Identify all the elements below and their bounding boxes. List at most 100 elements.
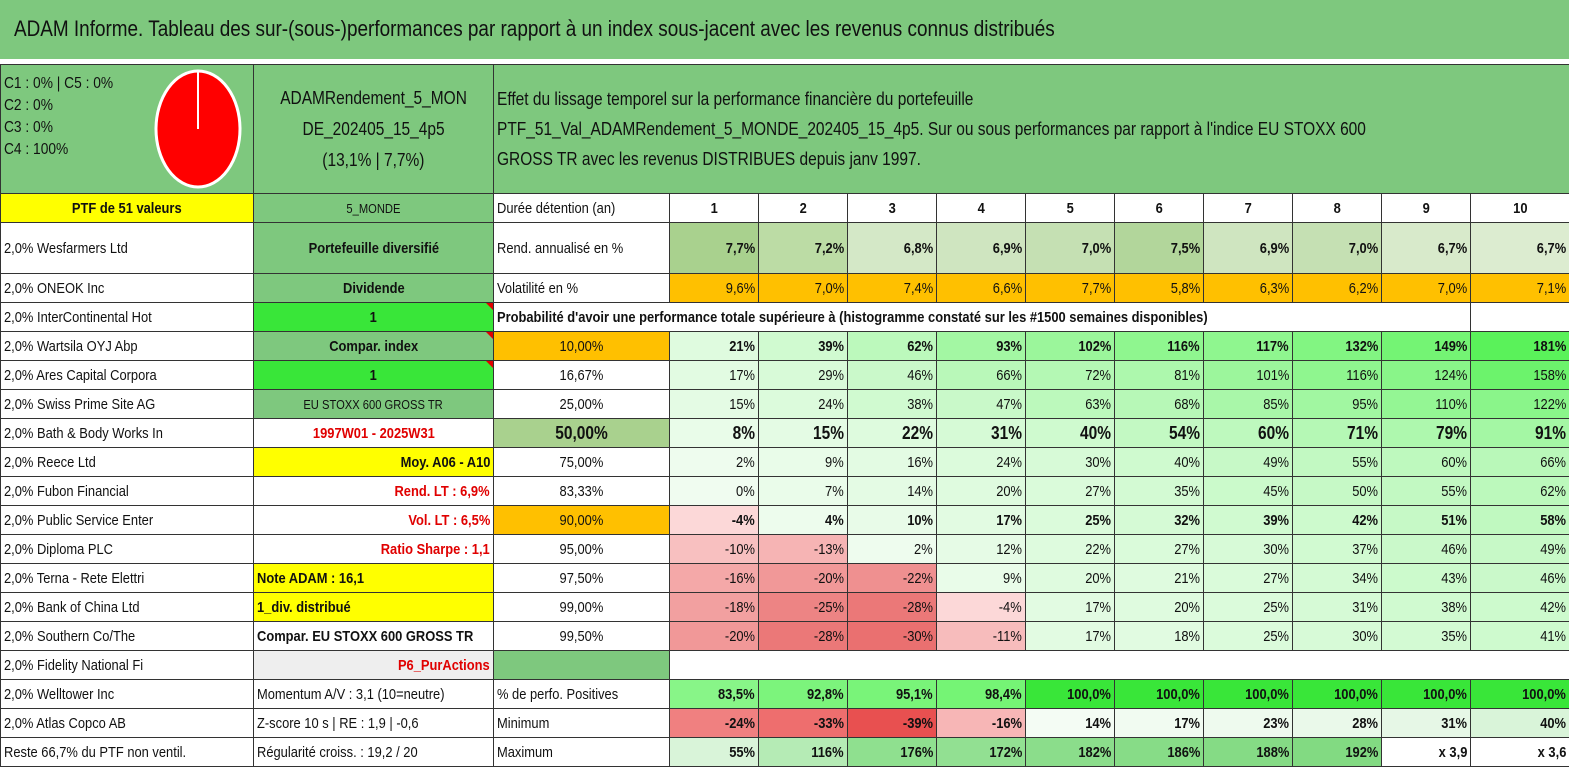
quantile-value-text: 17% bbox=[1085, 598, 1111, 616]
return-value-text: 7,5% bbox=[1170, 239, 1200, 257]
volatility-value-text: 6,6% bbox=[992, 279, 1022, 297]
quantile-value: 132% bbox=[1292, 331, 1382, 361]
minimum-value: 31% bbox=[1381, 708, 1471, 738]
holding-row-text: 2,0% Fidelity National Fi bbox=[4, 656, 144, 674]
minimum-value: -33% bbox=[758, 708, 848, 738]
spacer-cell bbox=[493, 650, 670, 680]
quantile-value-text: 51% bbox=[1441, 511, 1467, 529]
quantile-value: 85% bbox=[1203, 389, 1293, 419]
holding-row-text: 2,0% ONEOK Inc bbox=[4, 279, 105, 297]
quantile-value: 32% bbox=[1114, 505, 1204, 535]
quantile-value-text: 30% bbox=[1085, 453, 1111, 471]
positive-value: 100,0% bbox=[1292, 679, 1382, 709]
info-cell-text: Portefeuille diversifié bbox=[308, 239, 439, 257]
info-cell-text: 1_div. distribué bbox=[257, 598, 351, 616]
holdings-header: PTF de 51 valeurs bbox=[0, 193, 254, 223]
quantile-value-text: 63% bbox=[1085, 395, 1111, 413]
maximum-value: 172% bbox=[936, 737, 1026, 767]
quantile-value-text: 22% bbox=[1085, 540, 1111, 558]
year-header-text: 9 bbox=[1422, 199, 1430, 217]
info-cell: Vol. LT : 6,5% bbox=[253, 505, 494, 535]
return-value-text: 7,2% bbox=[814, 239, 844, 257]
info-cell-text: 1997W01 - 2025W31 bbox=[312, 424, 435, 442]
minimum-value: 40% bbox=[1470, 708, 1569, 738]
holding-row: 2,0% Fubon Financial bbox=[0, 476, 254, 506]
quantile-value: 38% bbox=[1381, 592, 1471, 622]
quantile-value-text: 66% bbox=[1540, 453, 1566, 471]
quantile-label: 90,00% bbox=[493, 505, 670, 535]
quantile-value-text: 31% bbox=[991, 422, 1022, 443]
quantile-value: 17% bbox=[669, 360, 759, 390]
positive-value: 100,0% bbox=[1203, 679, 1293, 709]
holding-row-text: 2,0% InterContinental Hot bbox=[4, 308, 152, 326]
quantile-label: 50,00% bbox=[493, 418, 670, 448]
quantile-value: 49% bbox=[1203, 447, 1293, 477]
maximum-value: 176% bbox=[847, 737, 937, 767]
holding-row-text: 2,0% Terna - Rete Elettri bbox=[4, 569, 145, 587]
return-value-text: 7,7% bbox=[725, 239, 755, 257]
quantile-value-text: 34% bbox=[1352, 569, 1378, 587]
holding-row: 2,0% Bank of China Ltd bbox=[0, 592, 254, 622]
quantile-value: 10% bbox=[847, 505, 937, 535]
quantile-value: 20% bbox=[1025, 563, 1115, 593]
pie-legend-line: C4 : 100% bbox=[4, 141, 69, 158]
quantile-value: 47% bbox=[936, 389, 1026, 419]
info-cell-text: Moy. A06 - A10 bbox=[400, 453, 490, 471]
quantile-value-text: 102% bbox=[1077, 337, 1111, 355]
quantile-value: -20% bbox=[669, 621, 759, 651]
quantile-value-text: 37% bbox=[1352, 540, 1378, 558]
maximum-value: x 3,9 bbox=[1381, 737, 1471, 767]
quantile-value: 91% bbox=[1470, 418, 1569, 448]
quantile-value: 60% bbox=[1203, 418, 1293, 448]
maximum-value: 116% bbox=[758, 737, 848, 767]
minimum-value-text: 40% bbox=[1540, 714, 1566, 732]
quantile-value-text: 81% bbox=[1174, 366, 1200, 384]
quantile-value: 29% bbox=[758, 360, 848, 390]
quantile-value-text: 79% bbox=[1436, 422, 1467, 443]
quantile-value: 110% bbox=[1381, 389, 1471, 419]
quantile-value: 18% bbox=[1114, 621, 1204, 651]
quantile-label: 99,00% bbox=[493, 592, 670, 622]
year-header-text: 4 bbox=[977, 199, 985, 217]
quantile-value: 27% bbox=[1025, 476, 1115, 506]
quantile-value-text: 2% bbox=[914, 540, 933, 558]
maximum-value-text: 192% bbox=[1344, 743, 1378, 761]
quantile-value-text: 55% bbox=[1352, 453, 1378, 471]
holding-row-text: 2,0% Atlas Copco AB bbox=[4, 714, 126, 732]
info-cell: Portefeuille diversifié bbox=[253, 222, 494, 274]
quantile-value: -13% bbox=[758, 534, 848, 564]
quantile-value-text: 85% bbox=[1263, 395, 1289, 413]
quantile-value-text: 41% bbox=[1540, 627, 1566, 645]
quantile-value-text: -16% bbox=[724, 569, 755, 587]
year-header: 4 bbox=[936, 193, 1026, 223]
year-header: 7 bbox=[1203, 193, 1293, 223]
quantile-value: 41% bbox=[1470, 621, 1569, 651]
quantile-value-text: 25% bbox=[1263, 598, 1289, 616]
quantile-value: 72% bbox=[1025, 360, 1115, 390]
quantile-value: 81% bbox=[1114, 360, 1204, 390]
volatility-label: Volatilité en % bbox=[493, 273, 670, 303]
quantile-value-text: 17% bbox=[1085, 627, 1111, 645]
return-label: Rend. annualisé en % bbox=[493, 222, 670, 274]
holding-row: 2,0% Atlas Copco AB bbox=[0, 708, 254, 738]
quantile-value: 95% bbox=[1292, 389, 1382, 419]
positive-label: % de perfo. Positives bbox=[493, 679, 670, 709]
quantile-value: 20% bbox=[936, 476, 1026, 506]
quantile-value-text: 38% bbox=[1441, 598, 1467, 616]
quantile-value: 24% bbox=[758, 389, 848, 419]
quantile-value-text: 38% bbox=[907, 395, 933, 413]
fund-name-line: DE_202405_15_4p5 bbox=[302, 118, 445, 139]
quantile-value-text: 17% bbox=[729, 366, 755, 384]
quantile-value: 46% bbox=[847, 360, 937, 390]
quantile-value-text: 101% bbox=[1255, 366, 1289, 384]
quantile-value: -10% bbox=[669, 534, 759, 564]
quantile-value: 116% bbox=[1292, 360, 1382, 390]
quantile-value: 149% bbox=[1381, 331, 1471, 361]
quantile-value: 55% bbox=[1381, 476, 1471, 506]
quantile-value-text: 46% bbox=[1441, 540, 1467, 558]
quantile-value: 63% bbox=[1025, 389, 1115, 419]
quantile-value-text: 116% bbox=[1345, 366, 1378, 384]
quantile-label-text: 50,00% bbox=[555, 422, 608, 443]
info-cell: Z-score 10 s | RE : 1,9 | -0,6 bbox=[253, 708, 494, 738]
quantile-value: 9% bbox=[936, 563, 1026, 593]
